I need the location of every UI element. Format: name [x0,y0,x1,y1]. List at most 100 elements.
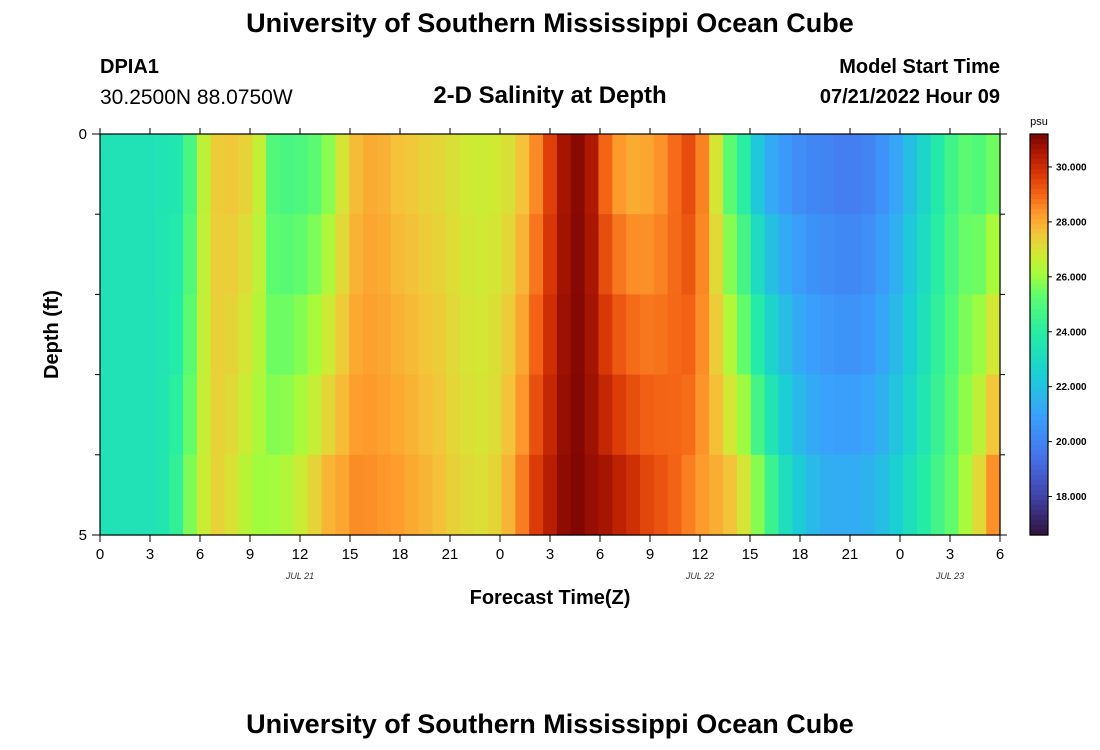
x-tick-label: 0 [496,546,504,563]
colorbar-segment [1030,414,1048,421]
heatmap-cell [307,294,323,376]
heatmap-cell [404,134,420,215]
heatmap-cell [100,134,115,215]
heatmap-cell [958,374,973,456]
heatmap-cell [487,214,503,295]
heatmap-cell [183,294,198,376]
heatmap-cell [501,374,516,456]
salinity-chart: 0 3 6 9 12 15 18 21 0 3 6 9 12 15 18 21 0 3 6 JUL 21 JUL 22 J… [41,116,1087,609]
heatmap-cell [820,214,835,295]
heatmap-cell [113,134,129,215]
heatmap-cell [986,454,1001,536]
heatmap-cell [501,454,516,536]
heatmap-cell [169,294,184,376]
heatmap-cell [418,294,433,376]
heatmap-cell [266,454,281,536]
heatmap-cell [792,454,807,536]
colorbar-segment [1030,374,1048,381]
x-tick-label: 18 [792,546,809,563]
heatmap-cell [238,374,253,456]
heatmap-cell [806,374,821,456]
heatmap-cell [321,134,336,215]
heatmap-cell [349,214,364,295]
heatmap-cell [736,374,752,456]
colorbar-segment [1030,354,1048,361]
heatmap-cell [820,374,835,456]
colorbar-segment [1030,189,1048,195]
colorbar-segment [1030,224,1048,230]
heatmap-cell [653,454,669,536]
heatmap-cell [570,214,586,295]
heatmap-cell [681,134,696,215]
colorbar-segment [1030,444,1048,451]
colorbar-segment [1030,134,1048,140]
heatmap-cell [349,294,364,376]
heatmap-cell [570,294,586,376]
heatmap-cell [861,374,876,456]
heatmap-cell [972,454,987,536]
heatmap-cell [169,374,184,456]
heatmap-cell [626,454,641,536]
heatmap-cell [792,374,807,456]
heatmap-cell [473,454,489,536]
heatmap-cell [543,374,558,456]
heatmap-cell [543,454,558,536]
heatmap-cell [916,374,932,456]
heatmap-cell [930,454,946,536]
heatmap-cell [570,374,586,456]
colorbar-tick-label: 26.000 [1056,272,1087,283]
heatmap-cell [750,294,766,376]
x-tick-label: 21 [442,546,459,563]
heatmap-cell [972,214,987,295]
colorbar-segment [1030,259,1048,265]
heatmap-cell [584,134,600,215]
heatmap-cell [653,374,669,456]
heatmap-cell [792,294,807,376]
heatmap-cell [626,374,641,456]
colorbar-unit: psu [1030,116,1048,128]
heatmap-cell [252,374,267,456]
heatmap-cell [363,454,378,536]
heatmap-cell [432,374,447,456]
colorbar-segment [1030,204,1048,210]
heatmap-cell [875,214,890,295]
heatmap-cell [695,294,710,376]
heatmap-cell [293,374,309,456]
heatmap-cell [224,294,240,376]
colorbar: 18.000 20.000 22.000 24.000 26.000 28.000 30.0… [1029,133,1087,536]
footer-title: University of Southern Mississippi Ocean… [246,709,854,739]
colorbar-segment [1030,349,1048,356]
x-tick-label: 15 [342,546,359,563]
heatmap-cell [598,214,613,295]
heatmap-cell [640,294,655,376]
heatmap-cell [847,454,863,536]
heatmap-cell [916,134,932,215]
heatmap-cell [335,454,350,536]
colorbar-segment [1030,239,1048,245]
x-tick-label: 6 [596,546,604,563]
heatmap-cell [723,374,738,456]
heatmap-cell [196,134,212,215]
heatmap-cell [487,294,503,376]
heatmap-cell [487,134,503,215]
colorbar-segment [1030,329,1048,336]
heatmap-cell [529,214,544,295]
colorbar-segment [1030,514,1048,521]
colorbar-segment [1030,184,1048,190]
x-tick-label: 0 [896,546,904,563]
colorbar-segment [1030,299,1048,306]
heatmap-cell [307,454,323,536]
heatmap-cell [446,294,461,376]
heatmap-cell [196,454,212,536]
heatmap-cell [764,294,780,376]
heatmap-cell [667,374,683,456]
colorbar-segment [1030,369,1048,376]
colorbar-segment [1030,144,1048,150]
colorbar-segment [1030,399,1048,406]
heatmap-cell [972,294,987,376]
heatmap-cell [750,134,766,215]
heatmap-cell [543,294,558,376]
x-tick-label: 18 [392,546,409,563]
heatmap-cell [833,374,849,456]
heatmap-cell [640,374,655,456]
